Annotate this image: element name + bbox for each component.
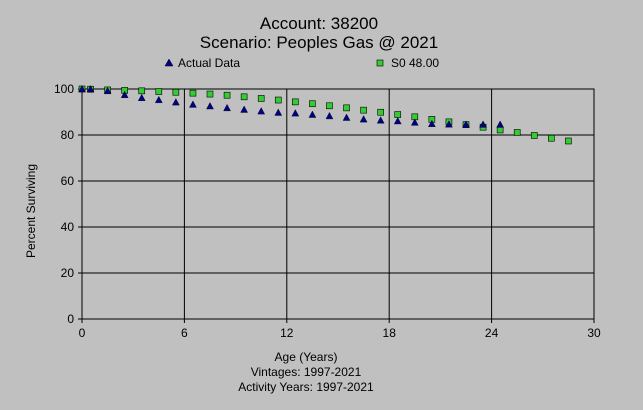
y-tick-label: 40 bbox=[61, 220, 75, 234]
legend-triangle-marker bbox=[164, 58, 174, 67]
x-tick-label: 6 bbox=[181, 326, 188, 340]
actual-data-point bbox=[137, 93, 146, 101]
footnote-activity-years: Activity Years: 1997-2021 bbox=[238, 380, 374, 394]
y-axis-label: Percent Surviving bbox=[24, 164, 38, 258]
actual-data-point bbox=[257, 107, 266, 115]
plot-frame bbox=[81, 88, 595, 320]
fitted-curve-point bbox=[377, 108, 384, 116]
y-tick-label: 20 bbox=[61, 266, 75, 280]
fitted-curve-point bbox=[343, 104, 350, 112]
fitted-curve-point bbox=[172, 88, 180, 96]
x-axis-label: Age (Years) bbox=[275, 350, 338, 364]
fitted-curve-point bbox=[240, 93, 248, 101]
fitted-curve-point bbox=[206, 90, 214, 98]
fitted-curve-point bbox=[326, 102, 333, 110]
x-axis-ticks: 0 6 12 18 24 30 bbox=[79, 319, 601, 340]
x-tick-label: 30 bbox=[587, 326, 601, 340]
y-axis-ticks: 0 20 40 60 80 100 bbox=[54, 82, 82, 326]
fitted-curve-point bbox=[189, 89, 197, 97]
fitted-curve-point bbox=[496, 126, 504, 134]
x-tick-label: 0 bbox=[79, 326, 86, 340]
gridlines bbox=[82, 89, 594, 319]
plot-area: 0 6 12 18 24 30 0 20 40 60 80 100 bbox=[54, 82, 601, 340]
actual-data-point bbox=[410, 118, 419, 126]
x-tick-label: 24 bbox=[485, 326, 499, 340]
actual-data-point bbox=[78, 85, 86, 93]
actual-data-point bbox=[86, 85, 95, 93]
fitted-curve-point bbox=[394, 111, 402, 118]
fitted-curve-point bbox=[548, 134, 555, 142]
actual-data-point bbox=[325, 111, 334, 120]
fitted-curve-point bbox=[292, 98, 299, 106]
actual-data-point bbox=[189, 100, 197, 108]
legend-square-marker bbox=[376, 59, 384, 67]
actual-data-point bbox=[496, 120, 504, 128]
actual-data-point bbox=[308, 110, 317, 118]
x-tick-label: 18 bbox=[383, 326, 397, 340]
fitted-curve-point bbox=[138, 87, 146, 95]
legend: Actual Data S0 48.00 bbox=[164, 56, 439, 70]
actual-data-point bbox=[206, 102, 214, 110]
fitted-curve-point bbox=[223, 91, 231, 99]
fitted-curve-point bbox=[530, 132, 538, 139]
y-tick-label: 60 bbox=[61, 174, 75, 188]
actual-data-point bbox=[359, 115, 368, 123]
actual-data-point bbox=[103, 86, 112, 95]
fitted-curve-point bbox=[274, 96, 282, 104]
fitted-curve-point bbox=[360, 106, 367, 114]
actual-data-point bbox=[240, 105, 248, 113]
actual-data-point bbox=[154, 95, 163, 104]
fitted-curve-point bbox=[155, 88, 163, 95]
actual-data-point bbox=[172, 98, 180, 106]
fitted-curve-point bbox=[565, 137, 572, 145]
fitted-curve-point bbox=[513, 129, 521, 136]
actual-data-point bbox=[120, 90, 129, 98]
series-actual-data bbox=[78, 85, 504, 128]
actual-data-point bbox=[291, 109, 300, 117]
actual-data-point bbox=[342, 113, 351, 121]
legend-label-fitted: S0 48.00 bbox=[391, 56, 439, 70]
actual-data-point bbox=[274, 108, 283, 116]
chart-title: Account: 38200 bbox=[260, 14, 378, 33]
y-tick-label: 80 bbox=[61, 128, 75, 142]
actual-data-point bbox=[376, 116, 385, 124]
actual-data-point bbox=[445, 120, 453, 128]
actual-data-point bbox=[223, 103, 231, 112]
actual-data-point bbox=[479, 120, 487, 128]
actual-data-point bbox=[393, 117, 402, 125]
actual-data-point bbox=[428, 119, 436, 127]
y-tick-label: 0 bbox=[67, 312, 74, 326]
y-tick-label: 100 bbox=[54, 82, 74, 96]
legend-label-actual: Actual Data bbox=[178, 56, 240, 70]
fitted-curve-point bbox=[257, 95, 265, 102]
actual-data-point bbox=[462, 120, 470, 128]
footnote-vintages: Vintages: 1997-2021 bbox=[251, 365, 362, 379]
chart-subtitle: Scenario: Peoples Gas @ 2021 bbox=[200, 33, 438, 52]
x-tick-label: 12 bbox=[280, 326, 294, 340]
fitted-curve-point bbox=[309, 100, 316, 108]
